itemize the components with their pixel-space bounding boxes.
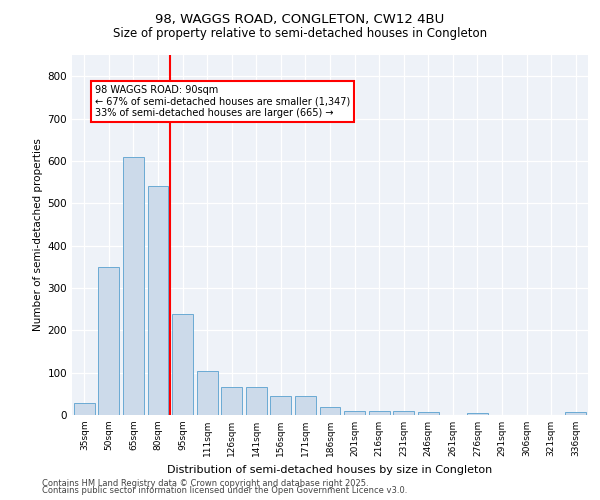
Bar [271, 396, 292, 415]
Bar [123, 158, 144, 415]
Bar [393, 411, 414, 415]
Text: Contains public sector information licensed under the Open Government Licence v3: Contains public sector information licen… [42, 486, 407, 495]
Bar [74, 403, 95, 415]
Bar [320, 408, 340, 415]
Text: 98, WAGGS ROAD, CONGLETON, CW12 4BU: 98, WAGGS ROAD, CONGLETON, CW12 4BU [155, 12, 445, 26]
Bar [98, 267, 119, 415]
Bar [295, 396, 316, 415]
Text: Contains HM Land Registry data © Crown copyright and database right 2025.: Contains HM Land Registry data © Crown c… [42, 478, 368, 488]
Text: 98 WAGGS ROAD: 90sqm
← 67% of semi-detached houses are smaller (1,347)
33% of se: 98 WAGGS ROAD: 90sqm ← 67% of semi-detac… [95, 84, 350, 118]
Bar [418, 412, 439, 415]
Text: Size of property relative to semi-detached houses in Congleton: Size of property relative to semi-detach… [113, 28, 487, 40]
Bar [246, 388, 267, 415]
Bar [197, 372, 218, 415]
Bar [368, 411, 389, 415]
Bar [221, 388, 242, 415]
Bar [565, 412, 586, 415]
Bar [172, 314, 193, 415]
X-axis label: Distribution of semi-detached houses by size in Congleton: Distribution of semi-detached houses by … [167, 464, 493, 474]
Bar [467, 413, 488, 415]
Bar [344, 411, 365, 415]
Y-axis label: Number of semi-detached properties: Number of semi-detached properties [34, 138, 43, 332]
Bar [148, 186, 169, 415]
